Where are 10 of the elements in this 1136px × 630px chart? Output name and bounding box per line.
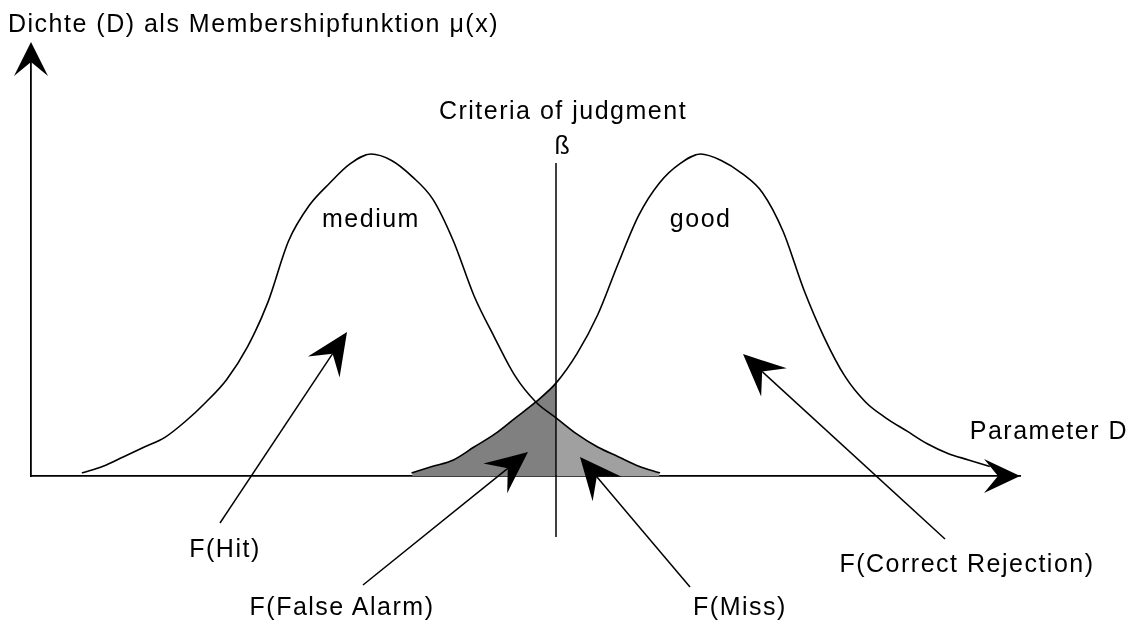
series-label: medium [322, 203, 420, 232]
y-axis-title: Dichte (D) als Membershipfunktion μ(x) [8, 8, 499, 37]
series-label: good [669, 203, 732, 232]
text: F(Miss) [693, 591, 787, 620]
text: F(Hit) [189, 533, 261, 562]
x-axis-title: Parameter D [969, 415, 1128, 444]
text: F(Correct Rejection) [839, 548, 1095, 577]
text: Criteria of judgment [438, 95, 688, 124]
text: F(False Alarm) [249, 591, 435, 620]
annotation: ß [554, 130, 572, 159]
